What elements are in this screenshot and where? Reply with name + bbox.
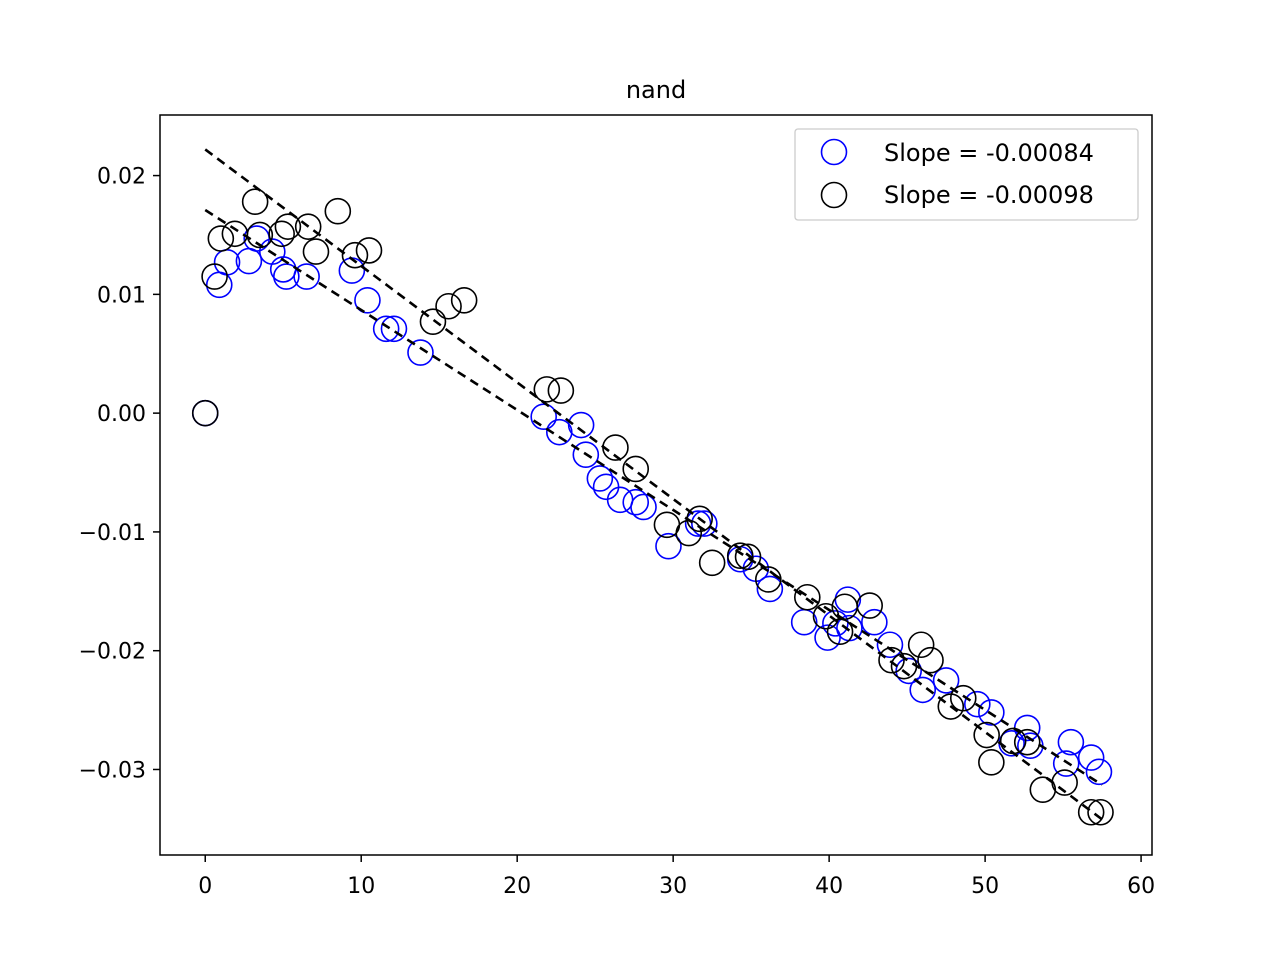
data-point-series-1 (1057, 728, 1085, 756)
data-point-series-1 (530, 403, 558, 431)
legend: Slope = -0.00084 Slope = -0.00098 (794, 128, 1139, 221)
data-point-series-2 (533, 376, 561, 403)
y-tick-label: 0.00 (97, 402, 146, 427)
data-point-series-1 (932, 667, 960, 694)
data-point-series-2 (355, 237, 383, 264)
data-point-series-2 (450, 286, 478, 314)
data-point-series-2 (302, 238, 330, 265)
data-point-series-2 (907, 631, 935, 659)
data-point-series-2 (878, 646, 905, 674)
data-point-series-2 (726, 542, 754, 569)
data-point-series-1 (895, 657, 922, 685)
data-point-series-1 (691, 510, 718, 537)
fit-line-series-1 (204, 208, 1103, 787)
plot-frame (159, 114, 1153, 856)
data-point-series-2 (949, 684, 977, 712)
x-tick-label: 10 (347, 874, 375, 899)
data-point-series-1 (567, 411, 595, 439)
data-point-series-1 (822, 610, 849, 637)
data-point-series-2 (793, 583, 821, 611)
data-point-series-2 (207, 225, 235, 252)
data-point-series-2 (973, 721, 1000, 749)
data-point-series-2 (241, 188, 269, 216)
data-point-series-1 (273, 263, 300, 290)
y-tick-label: 0.02 (97, 165, 146, 190)
plot-area (191, 148, 1114, 826)
y-tick-label: 0.01 (97, 283, 146, 308)
data-point-series-2 (268, 220, 295, 248)
data-point-series-1 (814, 624, 841, 651)
legend-box (794, 128, 1139, 221)
data-point-series-1 (1077, 744, 1105, 771)
data-point-series-2 (1013, 728, 1041, 756)
chart-title: nand (626, 76, 686, 104)
x-tick-label: 20 (503, 874, 531, 899)
data-point-series-1 (293, 263, 320, 290)
data-point-series-1 (909, 676, 937, 704)
data-point-series-1 (1052, 750, 1080, 777)
legend-label-series-2: Slope = -0.00098 (884, 181, 1094, 209)
data-point-series-2 (294, 213, 322, 240)
legend-label-series-1: Slope = -0.00084 (884, 139, 1094, 167)
data-point-series-1 (655, 532, 682, 560)
data-point-series-1 (372, 315, 400, 343)
data-point-series-2 (1087, 798, 1114, 826)
x-tick-label: 40 (815, 874, 843, 899)
data-point-series-1 (861, 608, 888, 636)
y-tick-label: −0.03 (79, 758, 146, 783)
data-point-series-2 (547, 377, 575, 404)
data-point-series-2 (419, 308, 447, 335)
data-point-series-2 (324, 197, 352, 225)
data-point-series-2 (191, 399, 219, 427)
legend-marker-series-2 (820, 181, 848, 209)
data-point-series-1 (243, 225, 271, 252)
data-point-series-2 (734, 543, 762, 571)
data-point-series-2 (1077, 798, 1105, 826)
data-point-series-2 (201, 263, 228, 290)
fit-line-series-2 (204, 148, 1103, 821)
data-point-series-1 (407, 339, 434, 366)
data-point-series-1 (876, 631, 904, 659)
data-point-series-1 (978, 699, 1005, 726)
data-point-series-1 (756, 575, 784, 603)
data-point-series-2 (246, 221, 274, 249)
data-point-series-1 (380, 315, 408, 343)
data-point-series-2 (917, 646, 944, 674)
legend-marker-series-1 (820, 138, 848, 166)
y-tick-label: −0.01 (79, 521, 146, 546)
data-point-series-1 (1085, 758, 1113, 786)
x-tick-label: 0 (198, 874, 212, 899)
data-point-series-1 (354, 286, 381, 314)
x-tick-label: 30 (659, 874, 687, 899)
data-point-series-2 (622, 455, 650, 483)
x-tick-label: 60 (1127, 874, 1155, 899)
data-point-series-2 (274, 213, 302, 240)
data-point-series-2 (698, 549, 726, 577)
data-point-series-1 (964, 690, 991, 718)
x-tick-label: 50 (971, 874, 999, 899)
y-tick-label: −0.02 (79, 640, 146, 665)
data-point-series-2 (341, 241, 369, 269)
data-point-series-2 (435, 292, 462, 320)
data-point-series-1 (622, 488, 650, 516)
data-point-series-1 (630, 493, 657, 521)
data-point-series-1 (572, 441, 600, 469)
data-point-series-1 (586, 465, 614, 492)
data-point-series-2 (978, 749, 1005, 776)
data-point-series-2 (856, 592, 883, 619)
axes: 0 10 20 30 40 50 60 0.02 0.01 0.00 −0.01 −0.02 −0.03 (79, 114, 1155, 899)
